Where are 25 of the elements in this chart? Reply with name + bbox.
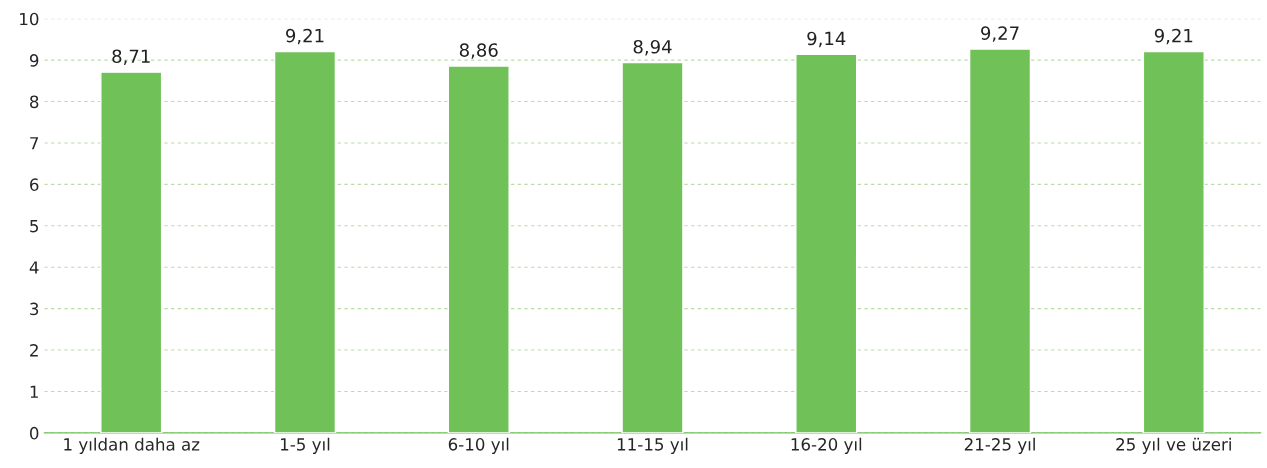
x-tick-label: 11-15 yıl <box>617 437 688 454</box>
data-label: 8,86 <box>459 43 498 59</box>
data-label: 9,27 <box>981 26 1019 42</box>
data-label: 8,94 <box>633 39 672 56</box>
y-tick-label: 5 <box>30 219 39 233</box>
x-tick-label: 1-5 yıl <box>280 437 330 454</box>
x-tick-label: 6-10 yıl <box>448 437 509 454</box>
y-tick-label: 0 <box>29 426 39 440</box>
y-tick-label: 2 <box>30 344 38 357</box>
y-tick-label: 10 <box>20 12 39 26</box>
data-label: 9,21 <box>1154 28 1193 45</box>
y-tick-label: 1 <box>30 385 38 398</box>
x-tick-label: 1 yıldan daha az <box>64 437 200 454</box>
x-tick-label: 16-20 yıl <box>791 437 862 454</box>
y-tick-label: 6 <box>30 178 39 191</box>
y-tick-label: 9 <box>29 54 39 67</box>
data-label: 9,14 <box>807 31 846 48</box>
y-tick-label: 7 <box>30 137 39 150</box>
x-tick-label: 21-25 yıl <box>964 437 1035 454</box>
data-label: 9,21 <box>286 28 324 45</box>
x-tick-label: 25 yıl ve üzeri <box>1116 437 1231 454</box>
y-tick-label: 8 <box>30 95 39 109</box>
data-label: 8,71 <box>112 49 150 65</box>
y-tick-label: 4 <box>29 261 39 274</box>
y-tick-label: 3 <box>30 302 39 316</box>
